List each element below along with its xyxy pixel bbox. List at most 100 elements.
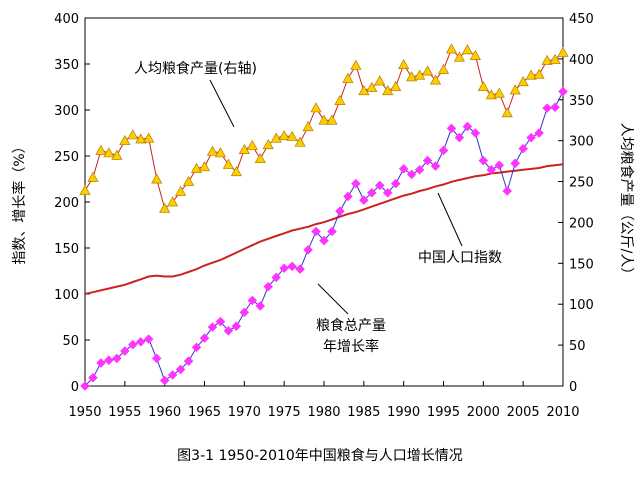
data-point-triangle — [414, 69, 426, 80]
data-point-triangle — [175, 185, 187, 196]
data-point-triangle — [294, 136, 306, 147]
data-point-triangle — [334, 94, 346, 105]
data-point-triangle — [342, 72, 354, 83]
data-point-diamond — [247, 295, 258, 306]
data-point-triangle — [421, 65, 434, 76]
data-point-triangle — [533, 68, 545, 79]
data-point-triangle — [461, 44, 473, 55]
left-tick-label: 250 — [54, 150, 79, 165]
data-point-diamond — [255, 301, 266, 311]
data-point-triangle — [270, 132, 282, 143]
data-point-triangle — [198, 161, 211, 172]
data-point-triangle — [214, 147, 227, 158]
data-point-triangle — [103, 147, 115, 158]
data-point-diamond — [311, 226, 321, 237]
x-tick-label: 1950 — [68, 405, 101, 420]
right-tick-label: 250 — [569, 176, 594, 191]
right-tick-label: 150 — [569, 257, 594, 272]
data-point-triangle — [95, 144, 107, 155]
data-point-triangle — [111, 149, 123, 160]
left-tick-label: 200 — [54, 196, 79, 211]
data-point-diamond — [335, 206, 345, 217]
data-point-diamond — [88, 372, 98, 383]
data-point-diamond — [151, 353, 162, 364]
data-point-triangle — [557, 46, 569, 57]
data-point-diamond — [223, 325, 234, 336]
data-point-diamond — [390, 178, 401, 189]
x-tick-label: 1985 — [347, 405, 380, 420]
right-axis-title: 人均粮食产量（公斤/人） — [618, 123, 635, 282]
data-point-diamond — [430, 161, 441, 171]
data-point-triangle — [254, 152, 266, 164]
right-tick-label: 50 — [569, 339, 586, 354]
x-tick-label: 1970 — [228, 405, 261, 420]
x-tick-label: 1975 — [268, 405, 301, 420]
left-axis: 0 50 100 150 200 250 300 350 400 — [54, 12, 90, 395]
data-point-triangle — [390, 80, 402, 92]
left-tick-label: 400 — [54, 12, 79, 27]
x-tick-label: 2000 — [467, 405, 500, 420]
x-tick-label: 1980 — [307, 405, 340, 420]
data-point-diamond — [231, 321, 242, 332]
annotation-growth-line2: 年增长率 — [323, 338, 379, 355]
data-point-diamond — [550, 102, 560, 113]
data-point-diamond — [191, 342, 202, 353]
data-point-triangle — [278, 130, 290, 141]
data-point-triangle — [509, 84, 521, 95]
data-point-triangle — [485, 89, 497, 100]
data-point-diamond — [494, 160, 505, 171]
right-tick-label: 400 — [569, 53, 594, 68]
data-point-diamond — [343, 191, 353, 202]
annotation-population: 中国人口指数 — [418, 250, 502, 266]
data-point-triangle — [541, 54, 553, 65]
annotation-per-capita-leader — [209, 79, 235, 128]
data-point-diamond — [287, 261, 297, 272]
data-point-diamond — [119, 346, 130, 356]
data-point-triangle — [143, 132, 155, 143]
data-point-diamond — [406, 169, 417, 180]
left-tick-label: 350 — [54, 58, 79, 73]
data-point-triangle — [246, 139, 258, 150]
data-point-triangle — [119, 134, 131, 146]
data-point-triangle — [318, 114, 330, 125]
x-axis: 1950 1955 1960 1965 1970 1975 1980 1985 1990 1995… — [68, 381, 580, 420]
data-point-diamond — [558, 86, 568, 97]
data-point-triangle — [525, 69, 537, 80]
x-tick-label: 1995 — [427, 405, 460, 420]
right-tick-label: 450 — [569, 12, 594, 27]
right-axis: 0 50 100 150 200 250 300 350 400 450 — [558, 12, 594, 395]
data-point-diamond — [80, 381, 90, 391]
x-tick-label: 2005 — [507, 405, 540, 420]
left-tick-label: 50 — [62, 334, 79, 349]
data-point-diamond — [159, 375, 170, 386]
data-point-triangle — [310, 102, 322, 113]
data-point-diamond — [143, 334, 154, 344]
data-point-triangle — [87, 171, 99, 182]
x-tick-label: 1965 — [188, 405, 221, 420]
data-point-triangle — [135, 133, 147, 144]
x-tick-label: 2010 — [546, 405, 579, 420]
x-tick-label: 1990 — [387, 405, 420, 420]
data-point-diamond — [382, 187, 393, 198]
data-point-diamond — [263, 281, 274, 292]
data-point-triangle — [230, 166, 242, 177]
data-point-diamond — [279, 263, 290, 274]
data-point-diamond — [446, 123, 457, 134]
data-point-diamond — [526, 132, 536, 143]
data-point-diamond — [414, 164, 425, 175]
data-point-triangle — [222, 158, 234, 169]
data-point-diamond — [271, 272, 282, 283]
data-point-triangle — [159, 202, 171, 213]
data-point-diamond — [358, 195, 369, 206]
data-point-diamond — [351, 178, 361, 189]
data-point-diamond — [135, 336, 146, 347]
left-tick-label: 150 — [54, 242, 79, 257]
data-point-diamond — [542, 103, 552, 114]
data-point-triangle — [286, 130, 298, 141]
annotation-growth-leader — [317, 283, 349, 315]
data-point-triangle — [326, 114, 338, 125]
data-point-diamond — [319, 235, 329, 246]
data-point-triangle — [406, 71, 418, 82]
data-point-diamond — [454, 132, 465, 143]
